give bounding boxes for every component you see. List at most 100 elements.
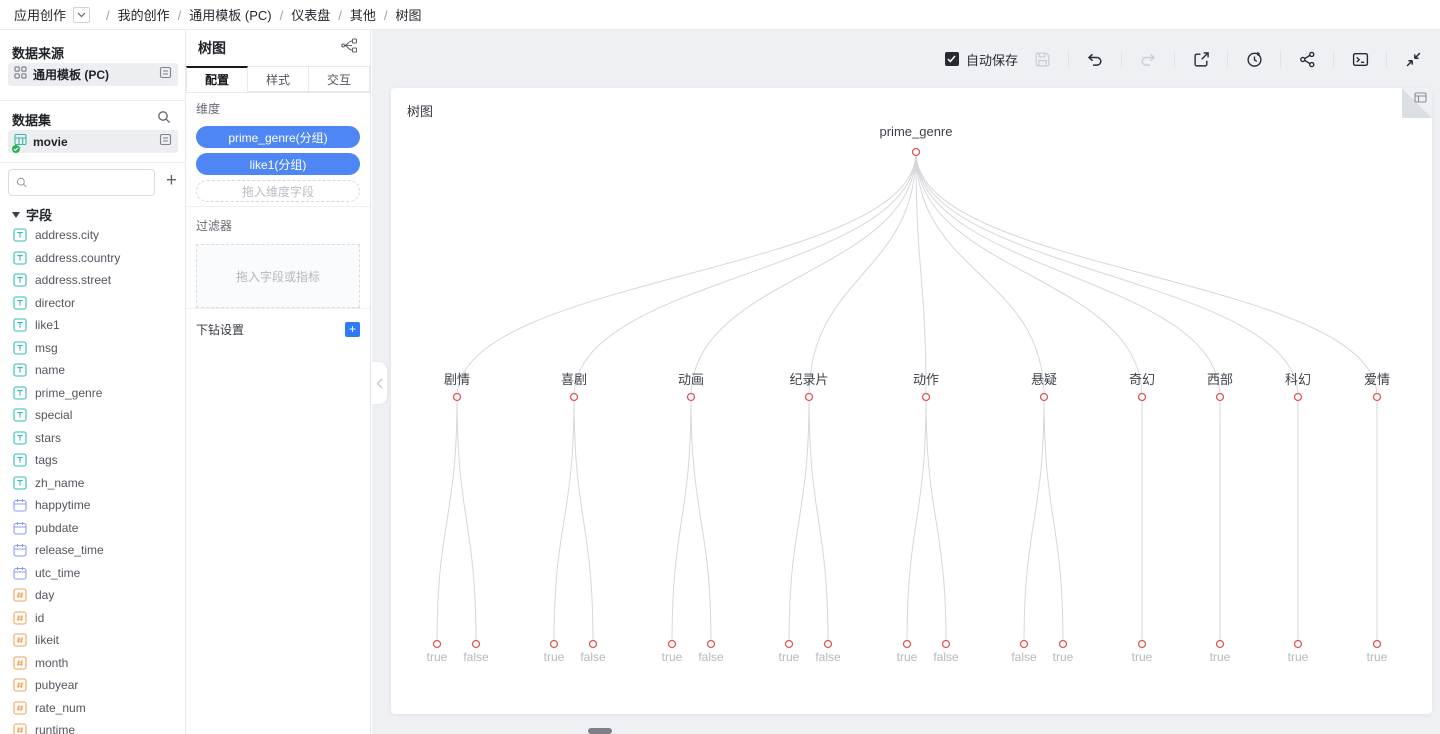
dataset-search-icon[interactable] — [157, 110, 171, 129]
dimension-drop-zone[interactable]: 拖入维度字段 — [196, 180, 360, 202]
field-item[interactable]: release_time — [0, 539, 185, 562]
tree-node[interactable] — [804, 392, 814, 402]
share-icon[interactable] — [1294, 46, 1320, 72]
tree-link — [915, 151, 927, 398]
tree-node[interactable] — [941, 639, 951, 649]
tree-leaf-label: true — [427, 650, 448, 664]
field-search-input[interactable] — [32, 175, 147, 190]
tree-node[interactable] — [667, 639, 677, 649]
field-item[interactable]: address.country — [0, 247, 185, 270]
field-item[interactable]: special — [0, 404, 185, 427]
filter-section: 过滤器 拖入字段或指标 — [186, 206, 370, 308]
field-item[interactable]: id — [0, 607, 185, 630]
tree-node[interactable] — [569, 392, 579, 402]
tab-交互[interactable]: 交互 — [309, 66, 370, 92]
switch-datasource-icon[interactable] — [159, 66, 172, 84]
breadcrumb-item[interactable]: 树图 — [395, 8, 422, 23]
dataset-item[interactable]: movie — [8, 130, 178, 153]
chart-card[interactable]: 树图 prime_genre 剧情 true false 喜剧 true false 动画 tr… — [391, 88, 1432, 714]
field-item[interactable]: utc_time — [0, 562, 185, 585]
field-item[interactable]: director — [0, 292, 185, 315]
tree-node[interactable] — [432, 639, 442, 649]
breadcrumb-app-menu[interactable]: 应用创作 — [14, 8, 67, 23]
text-field-icon — [13, 318, 27, 332]
field-item[interactable]: like1 — [0, 314, 185, 337]
tree-node[interactable] — [911, 147, 921, 157]
dimension-pill[interactable]: prime_genre(分组) — [196, 126, 360, 148]
breadcrumb-item[interactable]: 其他 — [349, 8, 376, 23]
tree-node[interactable] — [1019, 639, 1029, 649]
field-item[interactable]: prime_genre — [0, 382, 185, 405]
field-item[interactable]: pubyear — [0, 674, 185, 697]
dimension-pill[interactable]: like1(分组) — [196, 153, 360, 175]
tree-node[interactable] — [1137, 639, 1147, 649]
tree-node[interactable] — [1372, 392, 1382, 402]
tree-node[interactable] — [452, 392, 462, 402]
add-drill-button[interactable]: + — [345, 322, 360, 337]
tree-node[interactable] — [686, 392, 696, 402]
tree-node[interactable] — [471, 639, 481, 649]
datasource-item[interactable]: 通用模板 (PC) — [8, 63, 178, 86]
field-item[interactable]: name — [0, 359, 185, 382]
field-list: address.city address.country address.stree… — [0, 224, 185, 734]
tree-node[interactable] — [1215, 392, 1225, 402]
tree-node[interactable] — [588, 639, 598, 649]
panel-collapse-handle[interactable] — [372, 362, 387, 404]
breadcrumb-item[interactable]: 仪表盘 — [291, 8, 331, 23]
datasource-name: 通用模板 (PC) — [33, 68, 109, 82]
history-icon[interactable] — [1241, 46, 1267, 72]
corner-fold[interactable] — [1402, 88, 1432, 118]
tree-node[interactable] — [784, 639, 794, 649]
export-icon[interactable] — [1188, 46, 1214, 72]
field-item[interactable]: address.street — [0, 269, 185, 292]
field-item[interactable]: stars — [0, 427, 185, 450]
number-field-icon — [13, 588, 27, 602]
add-field-button[interactable]: + — [165, 170, 177, 191]
tree-node[interactable] — [1215, 639, 1225, 649]
tree-node[interactable] — [1293, 392, 1303, 402]
tab-配置[interactable]: 配置 — [186, 66, 248, 92]
terminal-icon[interactable] — [1347, 46, 1373, 72]
tree-node[interactable] — [1372, 639, 1382, 649]
field-item[interactable]: zh_name — [0, 472, 185, 495]
tree-node[interactable] — [1137, 392, 1147, 402]
autosave-checkbox[interactable]: 自动保存 — [944, 50, 1018, 69]
tab-样式[interactable]: 样式 — [248, 66, 309, 92]
field-item[interactable]: likeit — [0, 629, 185, 652]
switch-dataset-icon[interactable] — [159, 133, 172, 151]
field-name: msg — [35, 340, 58, 355]
text-field-icon — [13, 273, 27, 287]
collapse-icon[interactable] — [1400, 46, 1426, 72]
field-item[interactable]: day — [0, 584, 185, 607]
tree-leaf-label: true — [779, 650, 800, 664]
field-item[interactable]: address.city — [0, 224, 185, 247]
tree-leaf-label: true — [1367, 650, 1388, 664]
tree-node[interactable] — [1058, 639, 1068, 649]
field-item[interactable]: runtime — [0, 719, 185, 734]
breadcrumb-item[interactable]: 通用模板 (PC) — [189, 8, 272, 23]
tree-node[interactable] — [549, 639, 559, 649]
field-item[interactable]: pubdate — [0, 517, 185, 540]
field-item[interactable]: msg — [0, 337, 185, 360]
chevron-down-icon[interactable] — [73, 6, 91, 23]
tree-node[interactable] — [1293, 639, 1303, 649]
fields-header[interactable]: 字段 — [12, 205, 52, 224]
breadcrumb-item[interactable]: 我的创作 — [117, 8, 170, 23]
table-icon — [12, 133, 27, 153]
filter-drop-zone[interactable]: 拖入字段或指标 — [196, 244, 360, 308]
field-name: address.city — [35, 228, 100, 243]
scrollbar-thumb[interactable] — [588, 728, 612, 734]
field-item[interactable]: month — [0, 652, 185, 675]
tree-node[interactable] — [706, 639, 716, 649]
field-item[interactable]: tags — [0, 449, 185, 472]
chart-type-icon[interactable] — [341, 38, 358, 58]
tree-node[interactable] — [902, 639, 912, 649]
tree-node[interactable] — [823, 639, 833, 649]
field-item[interactable]: happytime — [0, 494, 185, 517]
field-name: pubyear — [35, 678, 79, 693]
field-item[interactable]: rate_num — [0, 697, 185, 720]
undo-icon[interactable] — [1082, 46, 1108, 72]
checkbox-checked-icon — [944, 52, 959, 66]
tree-node[interactable] — [1039, 392, 1049, 402]
tree-node[interactable] — [921, 392, 931, 402]
